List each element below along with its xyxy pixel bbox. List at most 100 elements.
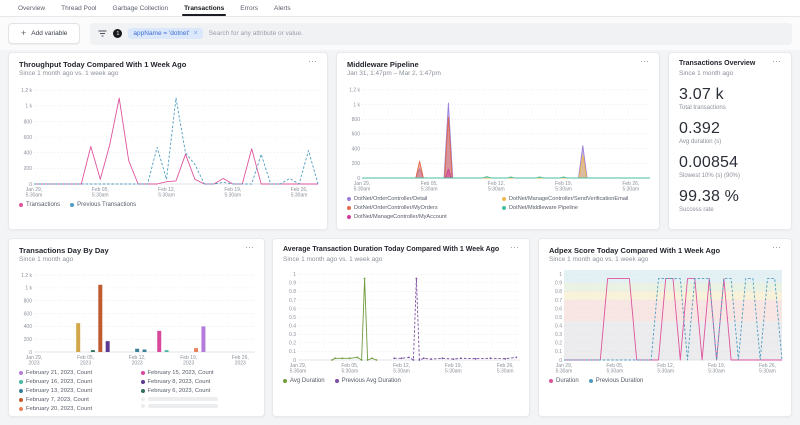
legend-dot-icon [502, 197, 506, 202]
dashboard-grid: Throughput Today Compared With 1 Week Ag… [0, 50, 800, 425]
legend-item[interactable]: February 16, 2023, Count [19, 379, 133, 385]
panel-title: Transactions Overview [679, 60, 756, 67]
legend-item[interactable]: February 6, 2023, Count [140, 388, 255, 394]
svg-text:2023: 2023 [132, 361, 143, 367]
svg-text:200: 200 [352, 161, 361, 167]
panel-title: Transactions Day By Day [19, 246, 109, 255]
svg-text:Jan 29,: Jan 29, [26, 355, 42, 361]
search-filter-bar[interactable]: 1 appName = 'dotnet' × Search for any at… [90, 22, 792, 45]
tab-thread-pool[interactable]: Thread Pool [61, 4, 97, 12]
svg-text:0.7: 0.7 [555, 298, 562, 304]
svg-text:5:30am: 5:30am [445, 368, 462, 374]
svg-text:Feb 12,: Feb 12, [158, 187, 175, 193]
svg-text:5:30am: 5:30am [488, 187, 505, 193]
svg-text:5:30am: 5:30am [657, 369, 674, 375]
legend-item[interactable]: Duration [549, 378, 579, 384]
add-variable-button[interactable]: + Add variable [8, 23, 81, 44]
search-input[interactable]: Search for any attribute or value. [208, 30, 303, 37]
stat-label: Slowest 10% (s) (90%) [679, 172, 741, 179]
bar-february-20-2023 [194, 348, 199, 353]
svg-text:Jan 29,: Jan 29, [290, 363, 306, 369]
legend-dot-icon [347, 197, 351, 202]
panel-menu-icon[interactable]: ⋯ [640, 56, 650, 66]
stat-label: Success rate [679, 206, 714, 213]
svg-text:0.7: 0.7 [289, 298, 296, 304]
legend-item[interactable]: February 15, 2023, Count [140, 370, 255, 376]
tab-garbage-collection[interactable]: Garbage Collection [112, 4, 169, 12]
svg-text:Feb 19,: Feb 19, [180, 355, 197, 361]
legend-label: February 8, 2023, Count [147, 379, 211, 386]
svg-text:2023: 2023 [80, 361, 91, 367]
legend-dot-icon [19, 380, 23, 385]
svg-text:0.6: 0.6 [555, 307, 562, 313]
legend-item[interactable]: DotNet/ManageController/MyAccount [347, 214, 494, 220]
chart-legend: February 21, 2023, Count February 16, 202… [9, 366, 264, 413]
svg-text:5:30am: 5:30am [759, 369, 776, 375]
panel-menu-icon[interactable]: ⋯ [308, 56, 318, 66]
tab-errors[interactable]: Errors [240, 4, 258, 12]
svg-text:800: 800 [352, 117, 361, 123]
panel-middleware-pipeline: Middleware Pipeline Jan 31, 1:47pm – Mar… [336, 52, 660, 230]
svg-text:Feb 26,: Feb 26, [622, 181, 639, 187]
legend-item[interactable]: February 7, 2023, Count [19, 397, 133, 403]
svg-text:Feb 05,: Feb 05, [77, 355, 94, 361]
panel-menu-icon[interactable]: ⋯ [245, 242, 255, 252]
legend-item[interactable]: February 13, 2023, Count [19, 388, 133, 394]
svg-text:Feb 05,: Feb 05, [92, 187, 109, 193]
legend-item[interactable]: February 20, 2023, Count [19, 406, 133, 412]
svg-text:1 k: 1 k [25, 286, 32, 292]
svg-text:5:30am: 5:30am [393, 368, 410, 374]
svg-text:Feb 19,: Feb 19, [224, 187, 241, 193]
legend-label: Avg Duration [290, 377, 325, 384]
legend-dot-icon [140, 371, 145, 376]
panel-avg-transaction-duration: Average Transaction Duration Today Compa… [272, 238, 530, 417]
legend-item[interactable]: Transactions [19, 202, 60, 208]
stat-avg-duration: 0.392 Avg duration (s) [669, 120, 791, 145]
svg-text:0: 0 [357, 176, 360, 182]
tab-transactions[interactable]: Transactions [176, 0, 232, 16]
legend-item[interactable]: February 21, 2023, Count [19, 370, 133, 376]
svg-text:1.2 k: 1.2 k [21, 273, 32, 279]
panel-transactions-day-by-day: Transactions Day By Day Since 1 month ag… [8, 238, 265, 417]
legend-item[interactable]: DotNet/ManageController/SendVerification… [502, 196, 649, 202]
legend-item[interactable]: DotNet/OrderController/MyOrders [347, 205, 494, 211]
svg-text:5:30am: 5:30am [421, 187, 438, 193]
panel-menu-icon[interactable]: ⋯ [772, 242, 782, 252]
svg-text:5:30am: 5:30am [291, 193, 308, 199]
panel-subtitle: Since 1 month ago [679, 69, 734, 77]
tab-overview[interactable]: Overview [18, 4, 46, 12]
legend-item[interactable]: DotNet/OrderController/Detail [347, 196, 494, 202]
svg-text:5:30am: 5:30am [556, 369, 573, 375]
filter-chip-appname[interactable]: appName = 'dotnet' × [128, 28, 203, 39]
svg-text:2023: 2023 [28, 361, 39, 367]
legend-item[interactable]: Avg Duration [283, 378, 325, 384]
legend-item[interactable]: Previous Avg Duration [334, 378, 401, 384]
svg-text:2023: 2023 [183, 361, 194, 367]
bar-february-16-2023 [164, 350, 169, 353]
svg-text:400: 400 [352, 147, 361, 153]
svg-text:400: 400 [24, 151, 33, 157]
legend-item[interactable]: Previous Duration [588, 378, 643, 384]
svg-text:5:30am: 5:30am [224, 193, 241, 199]
chip-close-icon[interactable]: × [193, 30, 198, 37]
svg-text:5:30am: 5:30am [607, 369, 624, 375]
bar-february-21-2023 [201, 326, 206, 353]
svg-text:Feb 26,: Feb 26, [232, 355, 249, 361]
panel-menu-icon[interactable]: ⋯ [510, 242, 520, 252]
legend-dot-icon [140, 380, 145, 385]
legend-label: February 13, 2023, Count [26, 388, 93, 395]
svg-text:600: 600 [24, 135, 33, 141]
chart-legend: Duration Previous Duration [539, 374, 791, 387]
legend-item[interactable]: February 8, 2023, Count [140, 379, 255, 386]
tab-alerts[interactable]: Alerts [273, 4, 291, 12]
panel-menu-icon[interactable]: ⋯ [772, 56, 782, 66]
legend-item[interactable]: Previous Transactions [70, 202, 136, 208]
legend-item[interactable]: DotNet/Middleware Pipeline [502, 205, 649, 211]
svg-text:400: 400 [24, 325, 33, 331]
legend-label: DotNet/Middleware Pipeline [509, 205, 579, 212]
